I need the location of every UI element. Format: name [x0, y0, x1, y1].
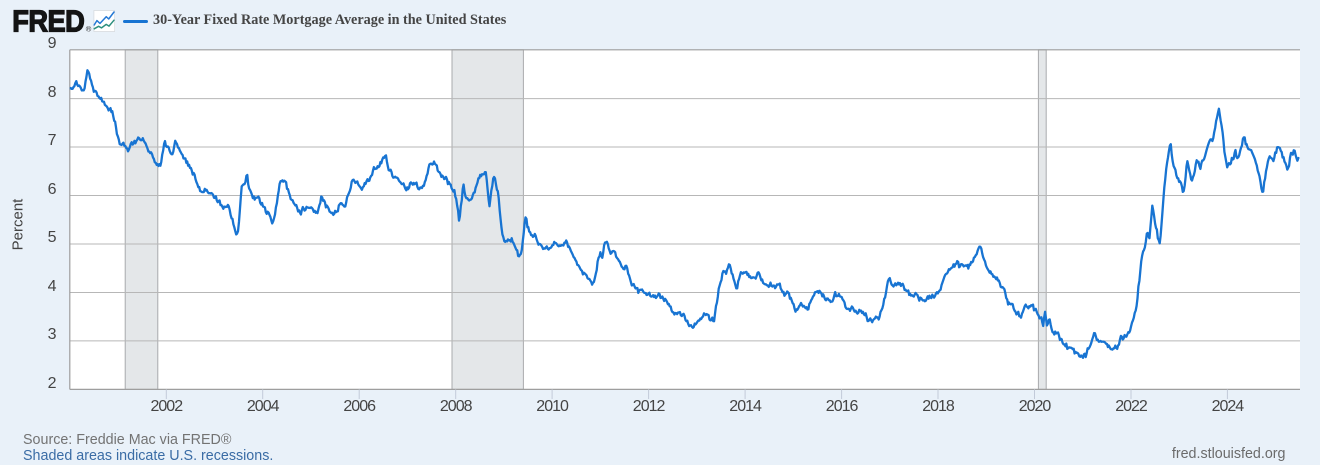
svg-text:®: ® — [86, 24, 92, 33]
svg-text:FRED: FRED — [12, 5, 84, 39]
